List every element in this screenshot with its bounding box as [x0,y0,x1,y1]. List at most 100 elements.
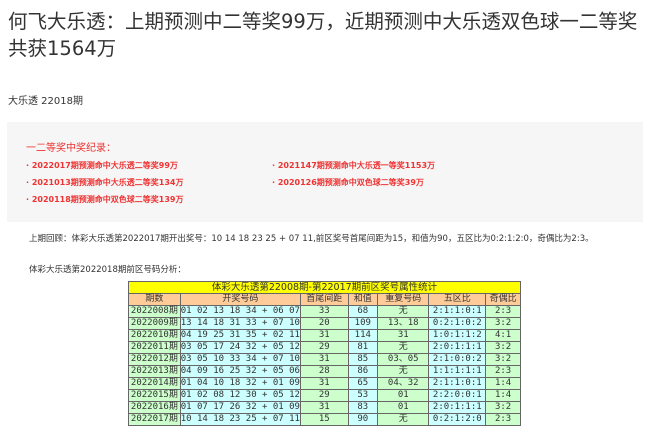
table-row: 2022013期 04 09 16 25 32 + 05 06 28 86 无 1:1:1… [128,365,521,378]
table-cell: 01 02 13 18 34 + 06 07 [179,305,301,318]
table-cell: 33 [299,305,349,318]
analysis-heading: 体彩大乐透第2022018期前区号码分析： [29,265,186,275]
record-item: · 2022017期预测命中大乐透二等奖99万 [26,161,178,170]
table-cell: 81 [347,341,379,354]
table-cell: 2:2:0:0:1 [428,389,487,402]
table-cell: 01 [377,401,430,414]
table-cell: 01 07 17 26 32 + 01 09 [179,401,301,414]
table-cell: 01 02 08 12 30 + 05 12 [179,389,301,402]
table-row: 2022012期 03 05 10 33 34 + 07 10 31 85 03、05 2… [128,353,521,366]
table-row: 2022011期 03 05 17 24 32 + 05 12 29 81 无 2:0:1… [128,341,521,354]
table-cell: 114 [347,329,379,342]
table-cell: 4:1 [485,329,521,342]
table-row: 2022014期 01 04 10 18 32 + 01 09 31 65 04、32 2… [128,377,521,390]
table-cell: 2022013期 [128,365,181,378]
table-cell: 86 [347,365,379,378]
table-cell: 2:0:1:1:1 [428,401,487,414]
record-item: · 2021147期预测命中大乐透一等奖1153万 [272,161,436,170]
table-cell: 2022008期 [128,305,181,318]
article-title: 何飞大乐透：上期预测中二等奖99万，近期预测中大乐透双色球一二等奖共获1564万 [8,10,638,60]
table-cell: 无 [377,413,430,426]
column-header: 奇偶比 [485,293,521,306]
records-box: 一二等奖中奖纪录： · 2022017期预测命中大乐透二等奖99万 · 2021… [7,122,643,222]
table-cell: 04、32 [377,377,430,390]
table-cell: 1:1:1:1:1 [428,365,487,378]
records-heading: 一二等奖中奖纪录： [26,143,116,154]
table-cell: 109 [347,317,379,330]
table-cell: 04 19 25 31 35 + 02 11 [179,329,301,342]
table-cell: 53 [347,389,379,402]
table-cell: 无 [377,305,430,318]
table-cell: 20 [299,317,349,330]
table-cell: 28 [299,365,349,378]
table-cell: 2:1:0:0:2 [428,353,487,366]
table-cell: 无 [377,365,430,378]
stats-table: 体彩大乐透第22008期-第22017期前区奖号属性统计 期数 开奖号码 首尾间距和… [128,281,521,426]
table-cell: 1:4 [485,389,521,402]
table-cell: 31 [299,377,349,390]
table-title: 体彩大乐透第22008期-第22017期前区奖号属性统计 [128,281,521,294]
table-cell: 68 [347,305,379,318]
column-header: 和值 [347,293,379,306]
table-cell: 29 [299,389,349,402]
column-header: 重复号码 [377,293,430,306]
table-cell: 3:2 [485,341,521,354]
record-item: · 2020118期预测命中双色球二等奖139万 [26,195,184,204]
table-row: 2022010期 04 19 25 31 35 + 02 11 31 114 31 1:0… [128,329,521,342]
last-draw-review: 上期回顾：体彩大乐透第2022017期开出奖号：10 14 18 23 25 +… [29,234,594,244]
table-row: 2022017期 10 14 18 23 25 + 07 11 15 90 无 0:2:1… [128,413,521,426]
table-cell: 0:2:1:0:2 [428,317,487,330]
table-cell: 01 04 10 18 32 + 01 09 [179,377,301,390]
table-cell: 2022011期 [128,341,181,354]
table-cell: 2022009期 [128,317,181,330]
table-cell: 04 09 16 25 32 + 05 06 [179,365,301,378]
column-header: 五区比 [428,293,487,306]
table-cell: 2:1:1:0:1 [428,305,487,318]
column-header: 首尾间距 [299,293,349,306]
column-header: 期数 [128,293,181,306]
table-cell: 2022017期 [128,413,181,426]
table-cell: 2022010期 [128,329,181,342]
table-row: 2022015期 01 02 08 12 30 + 05 12 29 53 01 2:2:… [128,389,521,402]
table-cell: 2022012期 [128,353,181,366]
table-cell: 03、05 [377,353,430,366]
table-cell: 03 05 10 33 34 + 07 10 [179,353,301,366]
table-cell: 29 [299,341,349,354]
table-cell: 90 [347,413,379,426]
table-cell: 1:0:1:1:2 [428,329,487,342]
table-row: 2022016期 01 07 17 26 32 + 01 09 31 83 01 2:0:… [128,401,521,414]
table-row: 2022008期 01 02 13 18 34 + 06 07 33 68 无 2:1:1… [128,305,521,318]
table-cell: 2:1:1:0:1 [428,377,487,390]
table-cell: 2022014期 [128,377,181,390]
table-cell: 2022015期 [128,389,181,402]
table-cell: 2:3 [485,365,521,378]
table-cell: 83 [347,401,379,414]
table-cell: 03 05 17 24 32 + 05 12 [179,341,301,354]
column-header: 开奖号码 [179,293,301,306]
table-cell: 3:2 [485,401,521,414]
record-item: · 2020126期预测命中双色球二等奖39万 [272,178,424,187]
table-cell: 无 [377,341,430,354]
table-cell: 2:3 [485,305,521,318]
table-cell: 10 14 18 23 25 + 07 11 [179,413,301,426]
table-cell: 31 [299,401,349,414]
table-cell: 3:2 [485,317,521,330]
table-cell: 31 [377,329,430,342]
table-cell: 85 [347,353,379,366]
table-row: 2022009期 13 14 18 31 33 + 07 10 20 109 13、18… [128,317,521,330]
table-cell: 2:3 [485,413,521,426]
table-cell: 0:2:1:2:0 [428,413,487,426]
table-cell: 1:4 [485,377,521,390]
table-cell: 31 [299,353,349,366]
issue-label: 大乐透 22018期 [8,96,83,107]
table-cell: 01 [377,389,430,402]
table-cell: 2022016期 [128,401,181,414]
table-cell: 65 [347,377,379,390]
table-cell: 13 14 18 31 33 + 07 10 [179,317,301,330]
table-cell: 3:2 [485,353,521,366]
table-cell: 2:0:1:1:1 [428,341,487,354]
table-cell: 31 [299,329,349,342]
record-item: · 2021013期预测命中大乐透二等奖134万 [26,178,184,187]
table-cell: 15 [299,413,349,426]
table-cell: 13、18 [377,317,430,330]
